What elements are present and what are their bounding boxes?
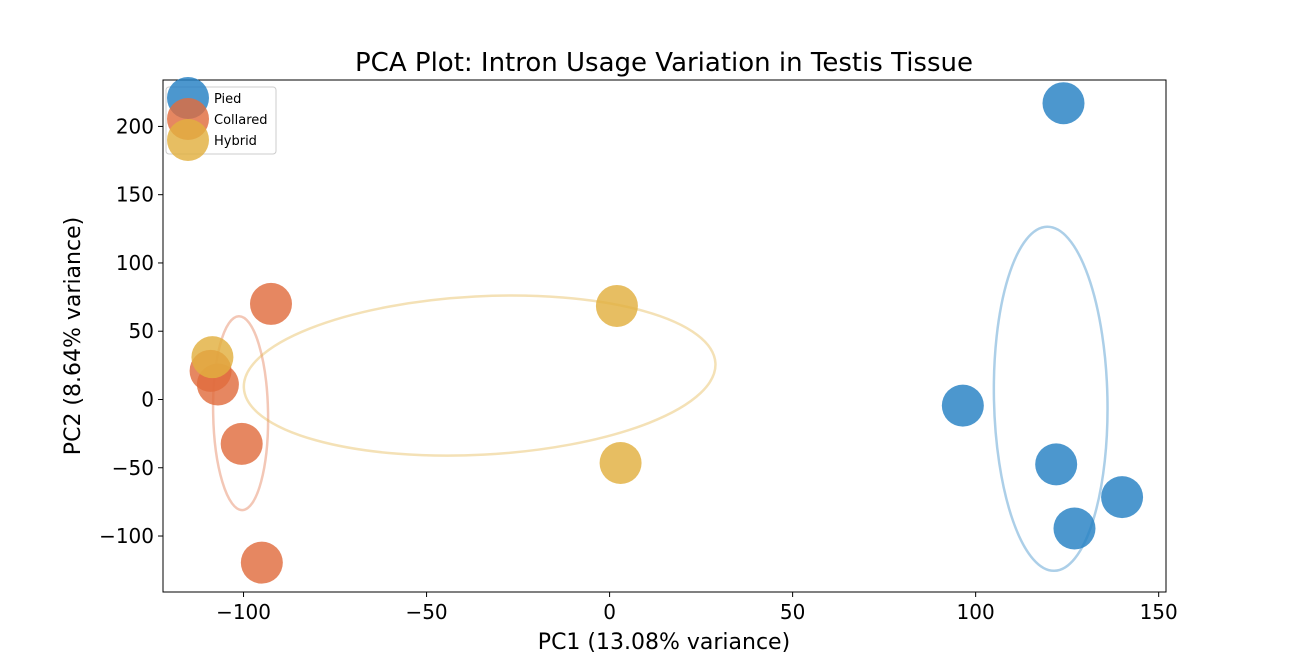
y-tick-label: 150 xyxy=(116,183,154,207)
confidence-ellipse-pied xyxy=(992,225,1109,573)
data-point-pied xyxy=(941,384,984,427)
legend: Pied Collared Hybrid xyxy=(165,77,277,161)
confidence-ellipse-collared xyxy=(211,314,270,512)
x-tick-label: 100 xyxy=(957,600,995,624)
x-axis-label: PC1 (13.08% variance) xyxy=(538,630,790,655)
x-tick-label: 50 xyxy=(780,600,805,624)
data-point-hybrid xyxy=(595,284,638,327)
confidence-ellipse-hybrid xyxy=(242,294,717,457)
data-point-collared xyxy=(220,422,263,465)
data-point-pied xyxy=(1101,476,1144,519)
legend-marker-hybrid xyxy=(167,119,209,161)
x-tick-label: 0 xyxy=(603,600,616,624)
legend-label-collared: Collared xyxy=(214,113,268,128)
chart-title: PCA Plot: Intron Usage Variation in Test… xyxy=(355,48,973,78)
data-point-collared xyxy=(249,282,292,325)
plot-area-frame xyxy=(162,79,1167,593)
x-tick-label: −50 xyxy=(405,600,447,624)
y-axis-ticks: −100 −50 0 50 100 150 200 xyxy=(99,114,163,548)
y-tick-label: 50 xyxy=(129,319,154,343)
y-axis-label: PC2 (8.64% variance) xyxy=(61,217,86,455)
data-point-pied xyxy=(1053,507,1096,550)
data-points xyxy=(189,82,1144,584)
legend-label-pied: Pied xyxy=(214,92,241,107)
y-tick-label: −50 xyxy=(112,456,154,480)
x-tick-label: −100 xyxy=(216,600,271,624)
confidence-ellipses xyxy=(211,225,1109,573)
x-axis-ticks: −100 −50 0 50 100 150 xyxy=(216,592,1178,624)
y-tick-label: 200 xyxy=(116,114,154,138)
data-point-pied xyxy=(1042,82,1085,125)
y-tick-label: 0 xyxy=(141,387,154,411)
y-tick-label: −100 xyxy=(99,524,154,548)
legend-label-hybrid: Hybrid xyxy=(214,134,257,149)
data-point-pied xyxy=(1035,443,1078,486)
data-point-hybrid xyxy=(191,336,234,379)
data-point-hybrid xyxy=(599,441,642,484)
x-tick-label: 150 xyxy=(1140,600,1178,624)
y-tick-label: 100 xyxy=(116,251,154,275)
data-point-collared xyxy=(240,541,283,584)
